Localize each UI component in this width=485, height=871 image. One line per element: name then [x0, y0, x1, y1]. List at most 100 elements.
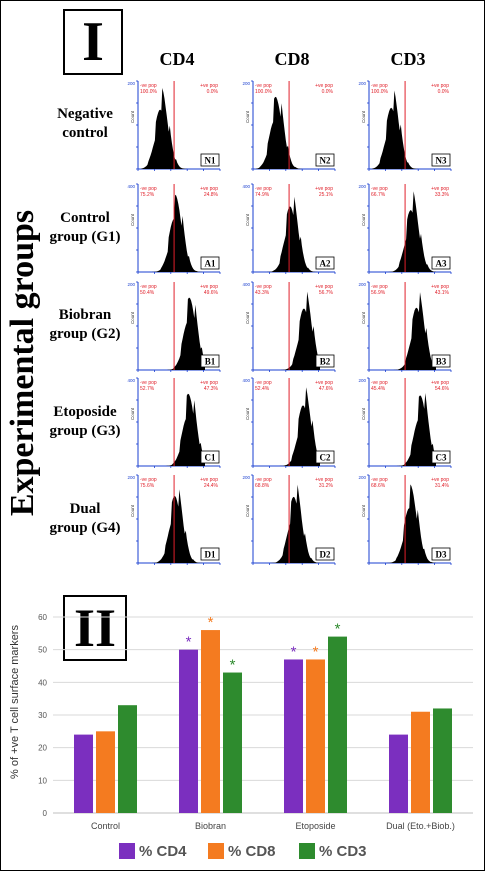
histogram-distribution	[372, 191, 436, 272]
histogram-id-box	[200, 450, 220, 464]
legend-label-cd3: % CD3	[319, 842, 367, 860]
histogram-neg-header: -ve pop	[371, 380, 388, 386]
histogram-distribution	[256, 196, 320, 272]
histogram-ymax-label: 200	[127, 81, 135, 86]
histogram-neg-value: 75.6%	[140, 483, 155, 489]
histogram-distribution	[372, 90, 436, 169]
histogram-id-box	[315, 354, 335, 368]
histogram-ymax-label: 200	[358, 475, 366, 480]
histogram-neg-value: 52.4%	[255, 386, 270, 392]
histogram-pos-value: 24.8%	[204, 192, 219, 198]
column-header-cd4: CD4	[159, 49, 195, 69]
histogram-pos-value: 25.1%	[319, 192, 334, 198]
histogram-pos-header: +ve pop	[200, 186, 218, 192]
histogram-pos-value: 47.3%	[204, 386, 219, 392]
bar-cd8	[96, 731, 115, 813]
histogram-id-label: A2	[320, 259, 331, 269]
histogram-distribution	[256, 387, 320, 466]
bar-cd4	[179, 649, 198, 813]
histogram-neg-header: -ve pop	[255, 186, 272, 192]
histogram-pos-header: +ve pop	[200, 477, 218, 483]
histogram-count-label: Count	[130, 504, 135, 517]
histogram-pos-header: +ve pop	[431, 477, 449, 483]
histogram-count-label: Count	[245, 407, 250, 420]
histogram-distribution	[141, 393, 205, 466]
histogram-id-label: B3	[436, 357, 447, 367]
histogram-neg-header: -ve pop	[140, 477, 157, 483]
histogram-neg-header: -ve pop	[255, 477, 272, 483]
row-label-g1: Control group (G1)	[45, 209, 125, 247]
histogram-id-box	[431, 547, 451, 561]
histogram-id-label: N2	[320, 156, 331, 166]
histogram-pos-header: +ve pop	[431, 380, 449, 386]
histogram-count-label: Count	[130, 311, 135, 324]
histogram-id-label: N1	[205, 156, 216, 166]
histogram-ymax-label: 200	[127, 475, 135, 480]
bar-cd8	[201, 630, 220, 813]
bar-cd3	[328, 636, 347, 813]
histogram-pos-value: 33.3%	[435, 192, 450, 198]
histogram-pos-header: +ve pop	[200, 83, 218, 89]
histogram-ymax-label: 200	[127, 282, 135, 287]
histogram-count-label: Count	[130, 213, 135, 226]
histogram-neg-value: 74.9%	[255, 192, 270, 198]
histogram-count-label: Count	[361, 213, 366, 226]
histogram-count-label: Count	[245, 110, 250, 123]
histogram-id-box	[200, 547, 220, 561]
histogram-pos-header: +ve pop	[200, 380, 218, 386]
histogram-pos-header: +ve pop	[431, 284, 449, 290]
bar-chart-y-tick-label: 60	[38, 613, 47, 622]
histogram-pos-value: 31.4%	[435, 483, 450, 489]
row-label-negative: Negative control	[45, 105, 125, 143]
legend-label-cd4: % CD4	[139, 842, 187, 860]
bar-cd3	[223, 672, 242, 813]
histogram-neg-value: 56.9%	[371, 290, 386, 296]
column-header-cd8: CD8	[274, 49, 310, 69]
histogram-distribution	[141, 194, 205, 272]
histogram-neg-header: -ve pop	[371, 477, 388, 483]
bar-cd8	[411, 711, 430, 813]
row-label-line1: Biobran	[58, 307, 112, 323]
histogram-pos-header: +ve pop	[315, 380, 333, 386]
histogram-neg-value: 52.7%	[140, 386, 155, 392]
significance-marker: *	[208, 614, 214, 631]
histogram-count-label: Count	[245, 311, 250, 324]
histogram-count-label: Count	[361, 110, 366, 123]
legend-item-cd4: % CD4	[119, 840, 187, 862]
row-label-g4: Dual group (G4)	[45, 500, 125, 538]
histogram-pos-header: +ve pop	[315, 83, 333, 89]
histogram-id-box	[315, 153, 335, 167]
histogram-ymax-label: 200	[358, 184, 366, 189]
row-label-line2: group (G3)	[49, 423, 121, 439]
significance-marker: *	[335, 621, 341, 638]
histogram-pos-value: 0.0%	[322, 89, 334, 95]
row-label-line2: group (G4)	[49, 520, 121, 536]
histogram-neg-header: -ve pop	[255, 284, 272, 290]
histogram-id-label: B1	[205, 357, 216, 367]
histogram-ymax-label: 200	[358, 81, 366, 86]
histogram-pos-value: 54.6%	[435, 386, 450, 392]
histogram-ymax-label: 400	[127, 184, 135, 189]
histogram-pos-value: 49.6%	[204, 290, 219, 296]
panel-I-label: I	[63, 9, 123, 75]
histogram-count-label: Count	[245, 504, 250, 517]
bar-chart-category-label: Control	[91, 821, 120, 831]
histogram-neg-value: 66.7%	[371, 192, 386, 198]
histogram-neg-header: -ve pop	[140, 83, 157, 89]
histogram-ymax-label: 200	[242, 81, 250, 86]
column-header-cd3: CD3	[390, 49, 426, 69]
histogram-count-label: Count	[245, 213, 250, 226]
histogram-neg-value: 100.0%	[255, 89, 273, 95]
histogram-neg-header: -ve pop	[140, 380, 157, 386]
